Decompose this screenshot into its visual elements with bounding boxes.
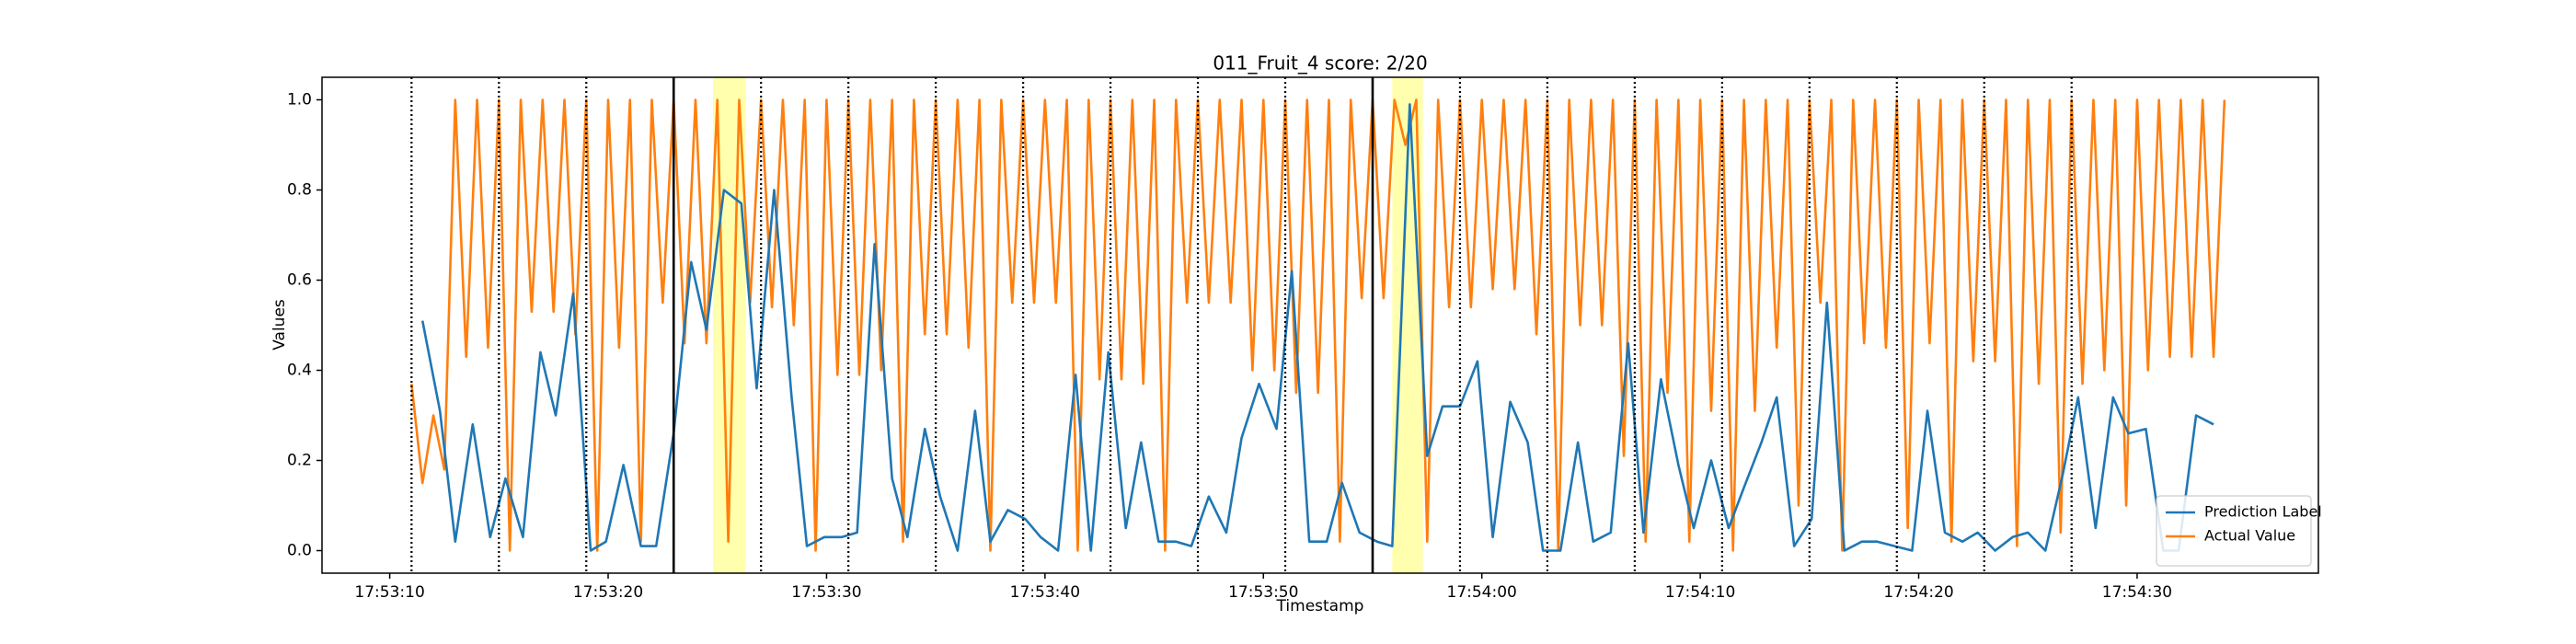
data-line xyxy=(410,98,2226,552)
y-tick-label: 1.0 xyxy=(287,91,312,109)
data-line xyxy=(420,103,2214,552)
plot-area xyxy=(410,77,2226,573)
y-tick-label: 0.2 xyxy=(287,452,312,470)
x-tick-label: 17:54:30 xyxy=(2102,583,2172,602)
y-axis-label: Values xyxy=(270,299,289,351)
x-axis-label: Timestamp xyxy=(1276,597,1364,615)
x-tick-label: 17:53:10 xyxy=(354,583,424,602)
legend-label: Actual Value xyxy=(2204,527,2295,545)
x-tick-label: 17:53:40 xyxy=(1010,583,1080,602)
x-tick-label: 17:54:10 xyxy=(1665,583,1735,602)
x-tick-label: 17:53:30 xyxy=(791,583,861,602)
x-tick-label: 17:54:00 xyxy=(1447,583,1517,602)
x-tick-label: 17:53:50 xyxy=(1228,583,1298,602)
y-tick-label: 0.8 xyxy=(287,181,312,200)
x-tick-label: 17:54:20 xyxy=(1883,583,1953,602)
x-tick-label: 17:53:20 xyxy=(573,583,643,602)
legend-label: Prediction Label xyxy=(2204,503,2322,521)
chart-title: 011_Fruit_4 score: 2/20 xyxy=(1213,52,1427,75)
y-tick-label: 0.6 xyxy=(287,271,312,290)
y-tick-label: 0.4 xyxy=(287,362,312,380)
y-tick-label: 0.0 xyxy=(287,542,312,560)
axes-frame xyxy=(321,76,2319,574)
